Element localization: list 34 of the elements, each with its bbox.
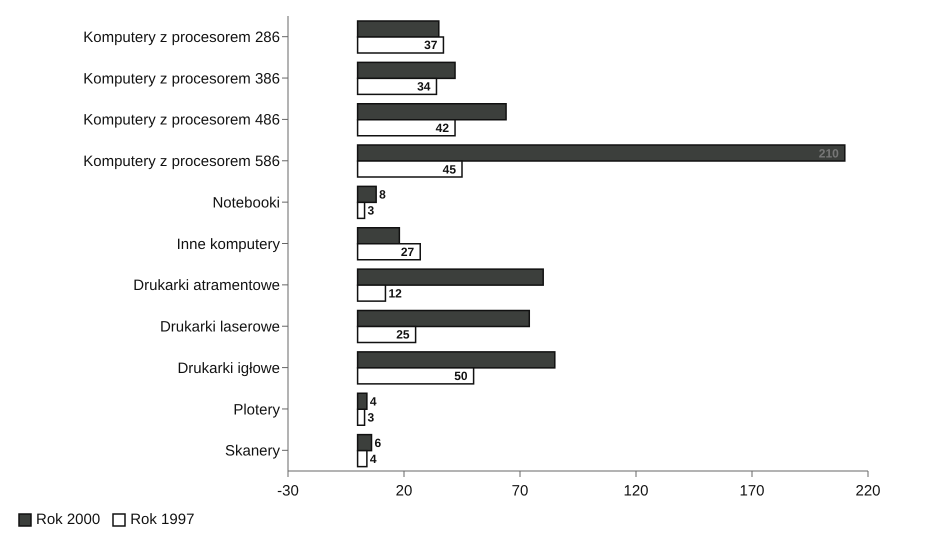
- x-tick-label: -30: [277, 482, 299, 500]
- legend-label: Rok 1997: [130, 511, 194, 528]
- data-label: 45: [442, 162, 456, 176]
- x-tick-label: 70: [512, 482, 528, 500]
- data-label: 37: [424, 38, 438, 52]
- data-label: 6: [374, 436, 382, 450]
- data-label: 4: [370, 452, 377, 466]
- data-label: 12: [388, 286, 402, 300]
- data-label: 25: [396, 328, 410, 342]
- data-label: 8: [379, 188, 386, 202]
- data-label: 210: [818, 146, 840, 160]
- y-tick-label: Skanery: [224, 442, 280, 460]
- data-label: 42: [436, 120, 450, 135]
- legend-label: Rok 2000: [36, 511, 100, 528]
- y-tick-label: Drukarki laserowe: [160, 318, 280, 336]
- data-label: 50: [454, 369, 468, 384]
- x-tick-label: 170: [739, 482, 765, 500]
- data-label: 3: [368, 410, 375, 424]
- data-label: 34: [417, 80, 431, 94]
- data-label: 27: [400, 244, 415, 259]
- y-tick-label: Komputery z procesorem 386: [83, 70, 280, 88]
- y-tick-label: Plotery: [233, 401, 280, 418]
- data-label: 4: [370, 394, 377, 408]
- data-label: 3: [368, 204, 375, 218]
- y-tick-label: Notebooki: [212, 194, 280, 212]
- y-tick-label: Komputery z procesorem 486: [83, 112, 280, 129]
- y-tick-label: Drukarki igłowe: [177, 360, 280, 377]
- y-tick-label: Inne komputery: [176, 236, 280, 253]
- x-tick-label: 220: [855, 482, 881, 500]
- x-tick-label: 20: [396, 482, 412, 500]
- y-tick-label: Drukarki atramentowe: [133, 277, 280, 294]
- y-tick-label: Komputery z procesorem 586: [83, 153, 280, 170]
- y-tick-label: Komputery z procesorem 286: [83, 29, 280, 46]
- x-tick-label: 120: [623, 482, 649, 500]
